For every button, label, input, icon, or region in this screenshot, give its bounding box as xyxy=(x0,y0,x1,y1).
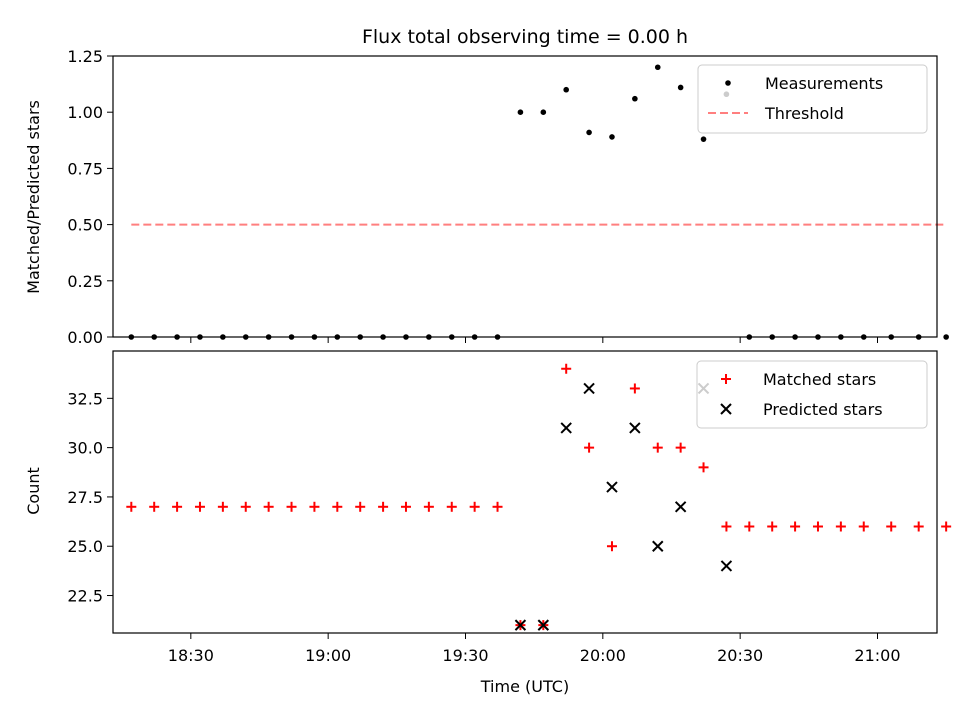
legend-predicted-label: Predicted stars xyxy=(763,400,883,419)
counts-panel: Count Time (UTC) 22.5 25.0 27.5 30.0 32.5 18… xyxy=(24,350,952,696)
matched-stars-point xyxy=(240,501,251,512)
matched-stars-point xyxy=(835,521,846,532)
top-plot-marks xyxy=(128,64,949,340)
y-tick-label: 0.00 xyxy=(67,328,103,347)
matched-stars-point xyxy=(172,501,183,512)
matched-stars-point xyxy=(126,501,137,512)
x-tick-label: 18:30 xyxy=(168,646,214,665)
matched-stars-point xyxy=(698,462,709,473)
top-chart-title: Flux total observing time = 0.00 h xyxy=(362,26,688,48)
measurements-point xyxy=(632,95,638,102)
predicted-stars-point xyxy=(537,619,550,631)
matched-stars-point xyxy=(469,501,480,512)
y-tick-label: 32.5 xyxy=(67,389,103,408)
y-tick-label: 0.75 xyxy=(67,159,103,178)
legend-measurements-marker xyxy=(725,80,731,86)
y-tick-label: 22.5 xyxy=(67,587,103,606)
matched-stars-point xyxy=(584,442,595,453)
bottom-legend-box xyxy=(696,360,928,429)
matched-stars-point xyxy=(446,501,457,512)
legend-matched-label: Matched stars xyxy=(763,370,876,389)
top-x-ticks xyxy=(190,337,878,343)
matched-stars-point xyxy=(286,501,297,512)
measurements-point xyxy=(943,334,949,340)
matched-stars-point xyxy=(606,541,617,552)
matched-stars-point xyxy=(913,521,924,532)
x-tick-label: 19:00 xyxy=(305,646,351,665)
y-tick-label: 25.0 xyxy=(67,537,103,556)
matched-stars-point xyxy=(217,501,228,512)
bottom-y-axis-label: Count xyxy=(24,467,43,515)
bottom-x-ticks: 18:30 19:00 19:30 20:00 20:30 21:00 xyxy=(168,633,901,665)
x-tick-label: 21:00 xyxy=(854,646,900,665)
matched-stars-point xyxy=(675,442,686,453)
predicted-stars-point xyxy=(674,501,687,513)
y-tick-label: 0.50 xyxy=(67,216,103,235)
bottom-plot-frame xyxy=(112,350,938,634)
top-legend-box xyxy=(697,64,928,134)
predicted-stars-point xyxy=(514,619,527,631)
x-tick-label: 20:30 xyxy=(717,646,763,665)
measurements-point xyxy=(517,109,524,115)
predicted-stars-point xyxy=(629,422,641,434)
y-tick-label: 1.25 xyxy=(67,47,103,66)
measurements-point xyxy=(563,86,569,93)
matched-stars-point xyxy=(767,521,778,532)
legend-matched-marker xyxy=(721,374,731,384)
matched-stars-point xyxy=(378,501,389,512)
bottom-x-axis-label: Time (UTC) xyxy=(480,677,569,696)
matched-stars-point xyxy=(194,501,205,512)
predicted-stars-point xyxy=(560,422,572,434)
legend-threshold-label: Threshold xyxy=(764,104,844,123)
top-y-ticks: 0.00 0.25 0.50 0.75 1.00 1.25 xyxy=(67,47,113,347)
matched-stars-point xyxy=(332,501,343,512)
matched-stars-point xyxy=(886,521,897,532)
measurements-point xyxy=(586,129,592,136)
bottom-legend: Matched stars Predicted stars xyxy=(696,360,928,429)
measurements-point xyxy=(540,109,547,115)
matched-stars-point xyxy=(721,521,732,532)
matched-stars-point xyxy=(812,521,823,532)
matched-stars-point xyxy=(652,442,663,453)
matched-stars-point xyxy=(790,521,801,532)
matched-stars-point xyxy=(423,501,434,512)
measurements-point xyxy=(677,84,684,91)
legend-predicted-marker xyxy=(720,403,732,415)
y-tick-label: 1.00 xyxy=(67,103,103,122)
top-legend: Measurements Threshold xyxy=(697,64,928,134)
y-tick-label: 27.5 xyxy=(67,488,103,507)
matched-stars-point xyxy=(858,521,869,532)
bottom-y-ticks: 22.5 25.0 27.5 30.0 32.5 xyxy=(67,389,113,606)
matched-stars-point xyxy=(744,521,755,532)
legend-measurements-label: Measurements xyxy=(765,74,883,93)
measurements-point xyxy=(700,136,707,142)
predicted-stars-point xyxy=(652,540,664,552)
matched-stars-point xyxy=(400,501,411,512)
measurements-panel: Flux total observing time = 0.00 h Match… xyxy=(24,26,949,347)
matched-stars-point xyxy=(561,363,572,374)
y-tick-label: 30.0 xyxy=(67,439,103,458)
matched-stars-point xyxy=(492,501,503,512)
matched-stars-point xyxy=(309,501,320,512)
measurements-point xyxy=(609,134,615,140)
predicted-stars-point xyxy=(583,382,595,395)
x-tick-label: 19:30 xyxy=(442,646,488,665)
top-plot-frame xyxy=(112,55,938,338)
x-tick-label: 20:00 xyxy=(580,646,626,665)
matched-stars-point xyxy=(149,501,160,512)
matched-stars-point xyxy=(629,383,640,394)
matched-stars-point xyxy=(941,521,952,532)
matched-stars-point xyxy=(263,501,274,512)
measurements-point xyxy=(654,64,661,71)
predicted-stars-point xyxy=(606,481,618,493)
bottom-plot-marks xyxy=(126,363,952,631)
top-y-axis-label: Matched/Predicted stars xyxy=(24,100,43,294)
matched-stars-point xyxy=(355,501,366,512)
y-tick-label: 0.25 xyxy=(67,272,103,291)
predicted-stars-point xyxy=(720,560,733,572)
